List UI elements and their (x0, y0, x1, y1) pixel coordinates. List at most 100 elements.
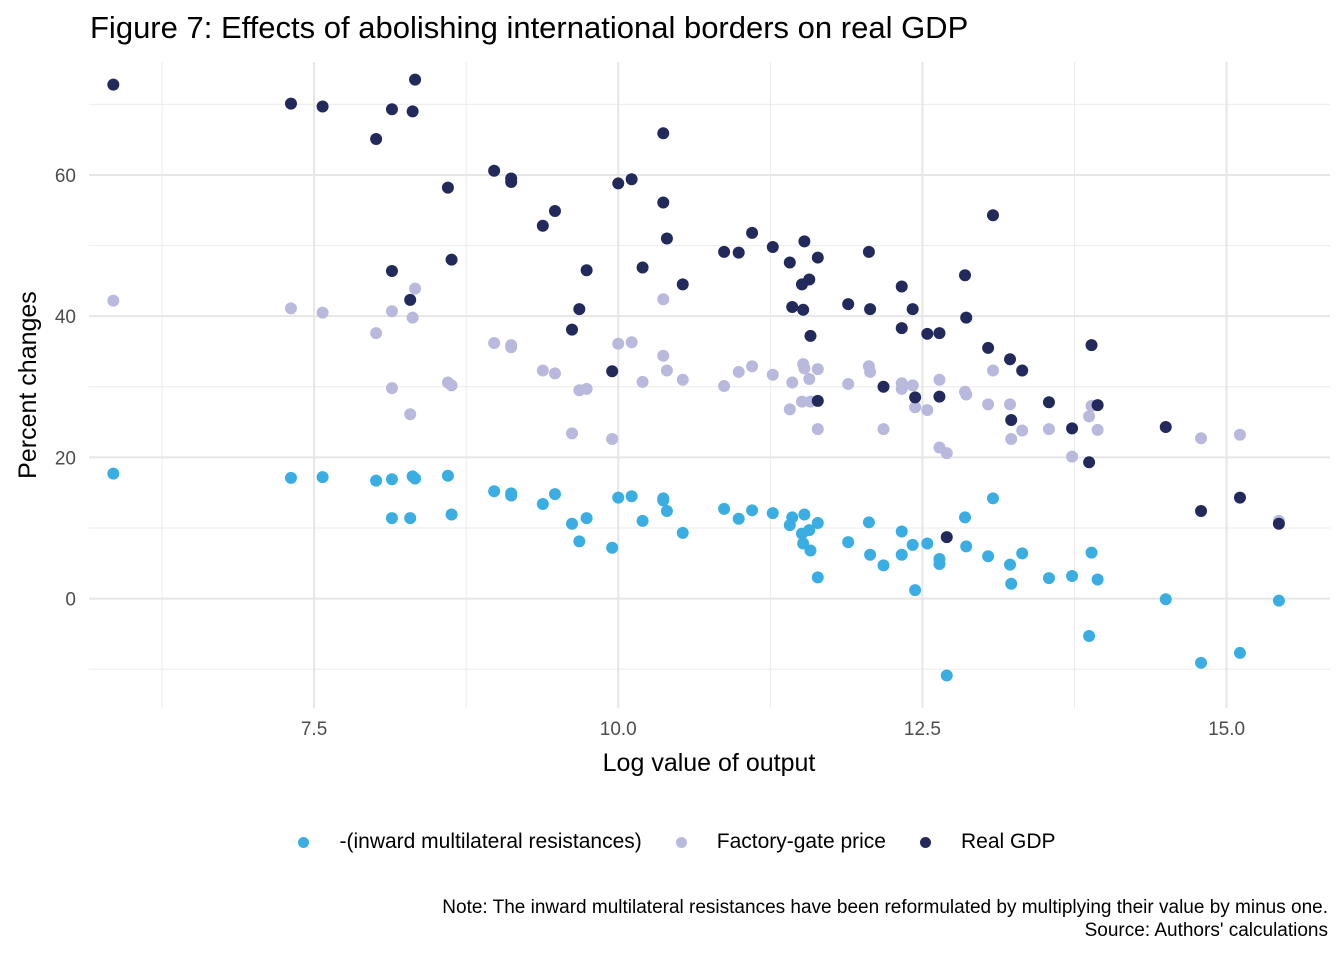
point-factory-gate-price (766, 368, 779, 381)
point-factory-gate-price (385, 382, 398, 395)
point-real-gdp (842, 298, 855, 311)
point-real-gdp (718, 245, 731, 258)
point-factory-gate-price (657, 349, 670, 362)
point-inward-multilateral-resistances (906, 538, 919, 551)
point-factory-gate-price (906, 379, 919, 392)
chart-title: Figure 7: Effects of abolishing internat… (90, 10, 969, 45)
point-real-gdp (1066, 422, 1079, 435)
point-real-gdp (606, 365, 619, 378)
point-inward-multilateral-resistances (718, 502, 731, 515)
point-inward-multilateral-resistances (1016, 547, 1029, 560)
point-inward-multilateral-resistances (921, 537, 934, 550)
point-factory-gate-price (1016, 424, 1029, 437)
point-real-gdp (1016, 364, 1029, 377)
point-real-gdp (1005, 413, 1018, 426)
point-inward-multilateral-resistances (1091, 573, 1104, 586)
point-inward-multilateral-resistances (566, 517, 579, 530)
point-factory-gate-price (1083, 410, 1096, 423)
point-real-gdp (505, 176, 518, 189)
legend-item-imr: -(inward multilateral resistances) (288, 830, 642, 854)
caption-source: Source: Authors' calculations (1084, 920, 1328, 941)
point-real-gdp (1272, 517, 1285, 530)
x-tick-label: 12.5 (904, 719, 941, 740)
point-factory-gate-price (505, 341, 518, 354)
point-real-gdp (732, 246, 745, 259)
point-factory-gate-price (982, 398, 995, 411)
point-factory-gate-price (803, 372, 816, 385)
data-points (107, 73, 1285, 682)
point-factory-gate-price (783, 403, 796, 416)
point-real-gdp (536, 219, 549, 232)
point-real-gdp (982, 341, 995, 354)
point-real-gdp (746, 226, 759, 239)
point-factory-gate-price (316, 306, 329, 319)
point-factory-gate-price (404, 408, 417, 421)
point-factory-gate-price (385, 305, 398, 318)
legend-marker-real-gdp (919, 836, 931, 848)
point-factory-gate-price (406, 311, 419, 324)
point-inward-multilateral-resistances (786, 511, 799, 524)
y-tick-label: 0 (65, 590, 76, 611)
x-axis-ticks: 7.5 10.0 12.5 15.0 (301, 719, 1245, 740)
point-real-gdp (409, 73, 422, 86)
point-inward-multilateral-resistances (982, 550, 995, 563)
point-factory-gate-price (864, 365, 877, 378)
point-factory-gate-price (107, 294, 120, 307)
point-real-gdp (909, 391, 922, 404)
point-inward-multilateral-resistances (1159, 593, 1172, 606)
legend-marker-imr (298, 836, 310, 848)
point-factory-gate-price (536, 364, 549, 377)
point-real-gdp (488, 164, 501, 177)
x-tick-label: 10.0 (600, 719, 637, 740)
point-inward-multilateral-resistances (1272, 594, 1285, 607)
point-factory-gate-price (409, 282, 422, 295)
caption: Note: The inward multilateral resistance… (442, 896, 1328, 942)
point-real-gdp (441, 181, 454, 194)
point-factory-gate-price (1004, 398, 1017, 411)
point-real-gdp (566, 323, 579, 336)
point-real-gdp (797, 303, 810, 316)
point-inward-multilateral-resistances (441, 469, 454, 482)
point-factory-gate-price (625, 336, 638, 349)
point-factory-gate-price (660, 364, 673, 377)
point-inward-multilateral-resistances (933, 557, 946, 570)
point-factory-gate-price (548, 367, 561, 380)
point-real-gdp (548, 204, 561, 217)
y-axis-label: Percent changes (14, 291, 42, 479)
point-real-gdp (1091, 399, 1104, 412)
point-real-gdp (316, 100, 329, 113)
point-inward-multilateral-resistances (404, 512, 417, 525)
point-real-gdp (1042, 396, 1055, 409)
point-real-gdp (959, 269, 971, 282)
point-factory-gate-price (580, 382, 593, 395)
point-real-gdp (406, 105, 419, 118)
point-inward-multilateral-resistances (940, 669, 953, 682)
point-factory-gate-price (986, 364, 999, 377)
point-factory-gate-price (811, 423, 824, 436)
point-factory-gate-price (940, 447, 953, 460)
point-inward-multilateral-resistances (636, 514, 649, 527)
point-inward-multilateral-resistances (676, 526, 689, 539)
point-inward-multilateral-resistances (895, 548, 908, 561)
point-real-gdp (385, 103, 398, 116)
point-real-gdp (404, 293, 417, 306)
point-inward-multilateral-resistances (316, 471, 329, 484)
point-inward-multilateral-resistances (580, 512, 593, 525)
point-real-gdp (986, 209, 999, 222)
point-factory-gate-price (921, 404, 934, 417)
point-real-gdp (676, 278, 689, 291)
point-inward-multilateral-resistances (660, 505, 673, 518)
point-inward-multilateral-resistances (1066, 569, 1079, 582)
point-inward-multilateral-resistances (732, 512, 745, 525)
point-inward-multilateral-resistances (612, 491, 625, 504)
point-inward-multilateral-resistances (657, 494, 670, 507)
point-real-gdp (895, 322, 908, 335)
legend-item-factory-gate-price: Factory-gate price (666, 830, 886, 854)
point-real-gdp (1233, 491, 1246, 504)
point-real-gdp (657, 196, 670, 209)
point-inward-multilateral-resistances (811, 571, 824, 584)
point-real-gdp (803, 273, 816, 286)
point-inward-multilateral-resistances (385, 512, 398, 525)
point-factory-gate-price (636, 375, 649, 388)
